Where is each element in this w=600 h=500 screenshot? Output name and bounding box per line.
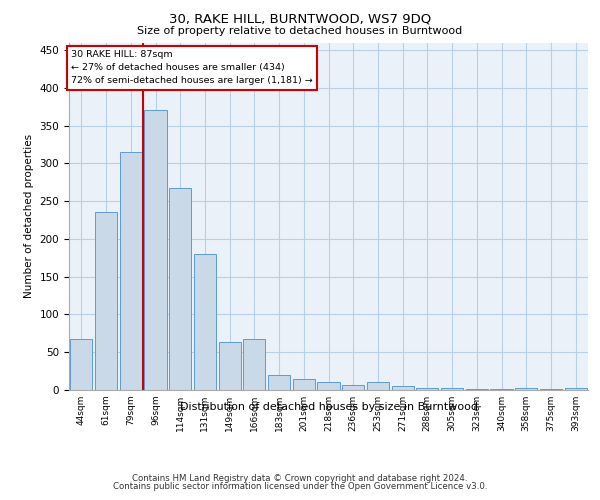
Bar [119, 152, 142, 390]
Bar [95, 212, 117, 390]
Bar [466, 389, 488, 390]
Bar [243, 338, 265, 390]
Bar [317, 382, 340, 390]
Bar [540, 389, 562, 390]
Bar [515, 388, 538, 390]
Bar [416, 388, 439, 390]
Y-axis label: Number of detached properties: Number of detached properties [24, 134, 34, 298]
Bar [565, 388, 587, 390]
Bar [441, 388, 463, 390]
Bar [70, 338, 92, 390]
Text: 30, RAKE HILL, BURNTWOOD, WS7 9DQ: 30, RAKE HILL, BURNTWOOD, WS7 9DQ [169, 13, 431, 26]
Text: Size of property relative to detached houses in Burntwood: Size of property relative to detached ho… [137, 26, 463, 36]
Bar [293, 378, 315, 390]
Bar [367, 382, 389, 390]
Text: 30 RAKE HILL: 87sqm
← 27% of detached houses are smaller (434)
72% of semi-detac: 30 RAKE HILL: 87sqm ← 27% of detached ho… [71, 50, 313, 86]
Bar [490, 389, 512, 390]
Bar [169, 188, 191, 390]
Bar [145, 110, 167, 390]
Text: Contains HM Land Registry data © Crown copyright and database right 2024.: Contains HM Land Registry data © Crown c… [132, 474, 468, 483]
Bar [342, 386, 364, 390]
Bar [392, 386, 414, 390]
Text: Distribution of detached houses by size in Burntwood: Distribution of detached houses by size … [180, 402, 478, 411]
Bar [218, 342, 241, 390]
Text: Contains public sector information licensed under the Open Government Licence v3: Contains public sector information licen… [113, 482, 487, 491]
Bar [268, 375, 290, 390]
Bar [194, 254, 216, 390]
